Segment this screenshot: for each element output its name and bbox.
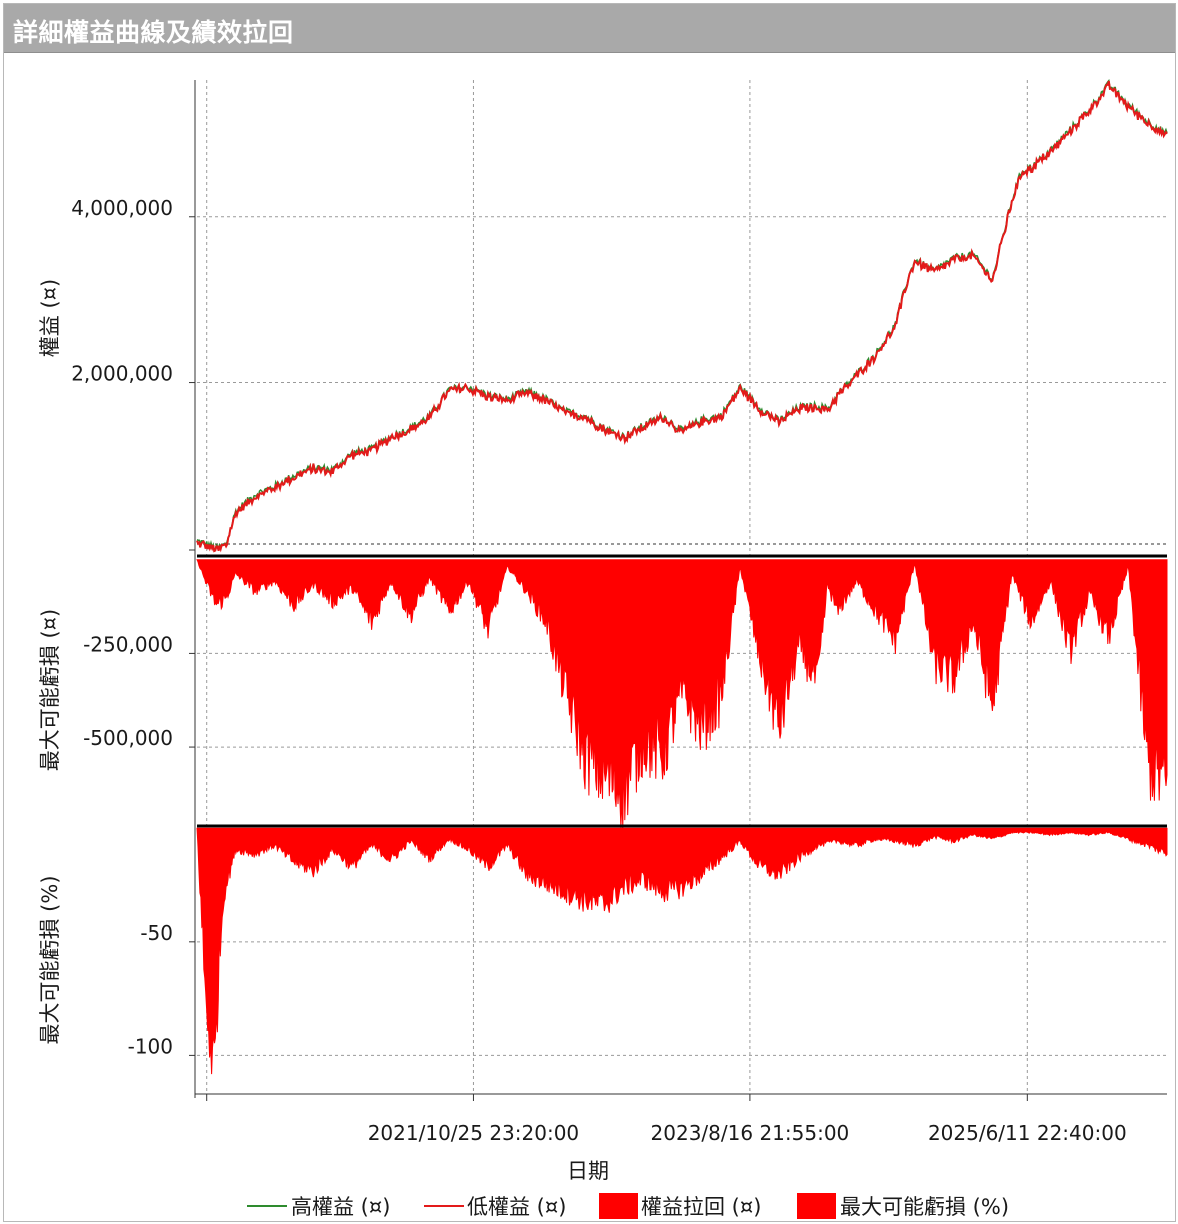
series-line-low-equity [196,80,1168,553]
series-line-high-equity [196,78,1168,552]
y-tick-label: 4,000,000 [71,196,173,220]
legend: 高權益 (¤) 低權益 (¤) 權益拉回 (¤) 最大可能虧損 (%) [247,1193,1009,1219]
x-axis-label: 日期 [567,1159,609,1183]
x-tick-label: 2023/8/16 21:55:00 [651,1121,850,1145]
y-tick-label: -50 [140,921,173,945]
chart-window-frame [3,3,1176,1222]
legend-label-high-equity: 高權益 (¤) [291,1195,390,1219]
x-tick-label: 2021/10/25 23:20:00 [368,1121,579,1145]
series-area-equity-drawdown [196,559,1168,829]
legend-label-low-equity: 低權益 (¤) [467,1195,566,1219]
legend-label-equity-drawdown: 權益拉回 (¤) [641,1195,761,1219]
y-tick-label: 2,000,000 [71,362,173,386]
window-title: 詳細權益曲線及績效拉回 [13,18,294,47]
series-area-max-loss-pct [196,827,1168,1075]
equity-y-axis-label: 權益 (¤) [38,279,62,357]
drawdown-abs-y-axis-label: 最大可能虧損 (¤) [38,609,62,771]
x-tick-label: 2025/6/11 22:40:00 [928,1121,1127,1145]
legend-swatch-equity-drawdown [599,1193,638,1219]
legend-label-max-loss-pct: 最大可能虧損 (%) [840,1195,1009,1219]
legend-swatch-max-loss-pct [797,1193,836,1219]
y-tick-label: -100 [128,1034,173,1058]
y-tick-label: -500,000 [83,726,173,750]
y-tick-label: -250,000 [83,632,173,656]
drawdown-pct-y-axis-label: 最大可能虧損 (%) [38,875,62,1044]
title-bar: 詳細權益曲線及績效拉回 [4,4,1175,53]
